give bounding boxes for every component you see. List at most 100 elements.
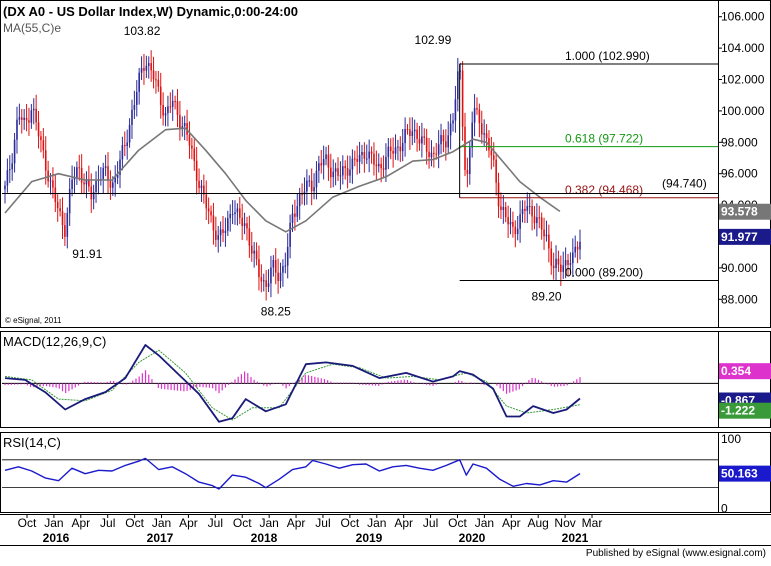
candle-body — [40, 136, 42, 140]
candle-body — [529, 206, 531, 207]
candle-body — [179, 115, 181, 129]
xtick-label: Jul — [100, 516, 115, 530]
candle-body — [59, 208, 61, 211]
candle-body — [435, 154, 437, 155]
candle-body — [373, 154, 375, 165]
panel-frame — [1, 433, 771, 513]
candle-body — [342, 166, 344, 175]
candle-body — [251, 246, 253, 254]
candle-body — [344, 166, 346, 168]
price-panel: 88.00090.00092.00094.00096.00098.000100.… — [1, 0, 771, 328]
candle-body — [400, 147, 402, 152]
candle-body — [220, 229, 222, 235]
candle-body — [43, 140, 45, 150]
candle-body — [538, 217, 540, 218]
candle-body — [411, 131, 413, 136]
candle-body — [562, 265, 564, 271]
candle-body — [146, 66, 148, 71]
candle-body — [380, 164, 382, 168]
ma-last-value: 93.578 — [721, 205, 758, 219]
candle-body — [392, 151, 394, 154]
candle-body — [114, 178, 116, 183]
price-annotation: 102.99 — [415, 33, 452, 47]
candle-body — [150, 63, 152, 70]
candle-body — [318, 163, 320, 171]
candle-body — [122, 145, 124, 159]
candle-body — [148, 63, 150, 66]
candle-body — [52, 180, 54, 187]
xtick-year: 2020 — [459, 531, 486, 545]
candle-body — [308, 181, 310, 182]
candle-body — [335, 168, 337, 171]
candle-body — [347, 168, 349, 176]
candle-body — [78, 167, 80, 168]
candle-body — [143, 68, 145, 71]
candle-body — [555, 259, 557, 268]
candle-body — [189, 135, 191, 146]
candle-body — [170, 106, 172, 107]
candle-body — [409, 129, 411, 136]
footer-published: Published by eSignal (www.esignal.com) — [586, 548, 766, 559]
candle-body — [467, 170, 469, 174]
candle-body — [268, 283, 270, 287]
candle-body — [546, 235, 548, 237]
xtick-label: Jul — [208, 516, 223, 530]
candle-body — [438, 144, 440, 154]
candle-body — [112, 183, 114, 188]
candle-body — [526, 206, 528, 211]
candle-body — [407, 129, 409, 130]
candle-body — [4, 185, 6, 189]
candle-body — [385, 157, 387, 170]
candle-body — [378, 164, 380, 166]
chart-title: (DX A0 - US Dollar Index,W) Dynamic,0:00… — [3, 4, 298, 19]
candle-body — [62, 211, 64, 225]
xtick-label: Jul — [423, 516, 438, 530]
xtick-label: Apr — [71, 516, 90, 530]
candle-body — [227, 218, 229, 231]
candle-body — [35, 109, 37, 122]
candle-body — [213, 215, 215, 230]
candle-body — [282, 266, 284, 273]
macd-hist-last-value: 0.354 — [721, 364, 751, 378]
price-ytick-label: 102.000 — [721, 73, 765, 87]
candle-body — [366, 159, 368, 160]
candle-body — [90, 187, 92, 200]
candle-body — [299, 194, 301, 206]
candle-body — [574, 247, 576, 253]
candle-body — [232, 214, 234, 215]
candle-body — [38, 122, 40, 136]
xtick-label: Mar — [582, 516, 603, 530]
candle-body — [107, 166, 109, 181]
candle-body — [455, 99, 457, 120]
candle-body — [222, 229, 224, 233]
candle-body — [205, 195, 207, 209]
candle-body — [174, 101, 176, 102]
candle-body — [469, 148, 471, 174]
candle-body — [184, 123, 186, 126]
rsi-ytick-label: 100 — [721, 432, 741, 446]
candle-body — [19, 117, 21, 119]
candle-body — [431, 153, 433, 157]
candle-body — [423, 136, 425, 137]
xtick-label: Jan — [152, 516, 171, 530]
candle-body — [481, 123, 483, 134]
candle-body — [28, 120, 30, 122]
candle-body — [323, 159, 325, 165]
candle-body — [129, 125, 131, 143]
rsi-ytick-label: 0 — [721, 502, 728, 516]
candle-body — [270, 268, 272, 284]
xtick-label: Apr — [502, 516, 521, 530]
candle-body — [368, 152, 370, 159]
candle-body — [263, 280, 265, 281]
xtick-label: Oct — [125, 516, 144, 530]
candle-body — [352, 158, 354, 169]
candle-body — [445, 141, 447, 147]
candle-body — [428, 152, 430, 157]
candle-body — [50, 180, 52, 181]
candle-body — [476, 108, 478, 109]
candle-body — [33, 109, 35, 110]
macd-panel: 0.354-0.867-1.222 — [1, 331, 771, 428]
candle-body — [503, 207, 505, 210]
candle-body — [126, 143, 128, 147]
fib-label: 0.618 (97.722) — [565, 132, 643, 146]
